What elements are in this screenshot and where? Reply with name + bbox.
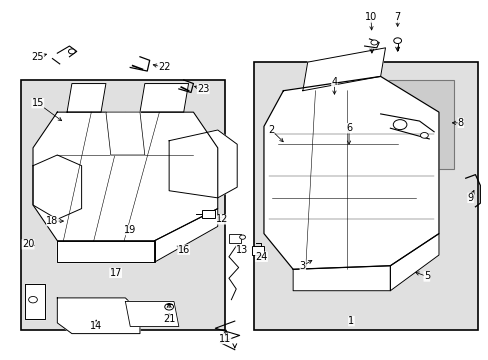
Text: 9: 9 xyxy=(467,193,473,203)
Polygon shape xyxy=(33,112,217,241)
Circle shape xyxy=(29,296,37,303)
Polygon shape xyxy=(106,112,144,155)
Text: 6: 6 xyxy=(346,123,351,133)
Bar xyxy=(252,246,264,255)
Text: 17: 17 xyxy=(109,268,122,278)
Circle shape xyxy=(393,38,401,44)
Bar xyxy=(202,210,215,218)
Text: 22: 22 xyxy=(158,63,170,72)
Polygon shape xyxy=(33,155,81,219)
Circle shape xyxy=(164,303,173,310)
Text: 5: 5 xyxy=(423,271,429,282)
Text: 7: 7 xyxy=(394,13,400,22)
Polygon shape xyxy=(25,284,45,319)
Text: 10: 10 xyxy=(364,13,376,22)
Text: 13: 13 xyxy=(236,245,248,255)
Circle shape xyxy=(370,40,377,45)
Bar xyxy=(21,80,224,330)
Text: 12: 12 xyxy=(216,214,228,224)
Polygon shape xyxy=(57,298,140,334)
Text: 11: 11 xyxy=(219,334,231,344)
Text: 8: 8 xyxy=(457,118,463,128)
Text: 24: 24 xyxy=(255,252,267,262)
Polygon shape xyxy=(67,84,106,112)
Text: 25: 25 xyxy=(32,52,44,62)
Bar xyxy=(228,234,241,243)
Text: 16: 16 xyxy=(177,245,189,255)
Bar xyxy=(356,80,453,169)
Bar xyxy=(254,62,477,330)
Polygon shape xyxy=(140,84,188,112)
Text: 4: 4 xyxy=(331,77,337,87)
Text: 2: 2 xyxy=(267,125,274,135)
Text: 14: 14 xyxy=(90,321,102,332)
Text: 23: 23 xyxy=(197,84,209,94)
Polygon shape xyxy=(169,130,237,198)
Text: 20: 20 xyxy=(22,239,34,249)
Text: 21: 21 xyxy=(163,314,175,324)
Polygon shape xyxy=(264,76,438,269)
Circle shape xyxy=(239,235,245,239)
Polygon shape xyxy=(302,48,385,91)
Text: 15: 15 xyxy=(32,98,44,108)
Polygon shape xyxy=(292,266,389,291)
Text: 3: 3 xyxy=(299,261,305,271)
Polygon shape xyxy=(57,241,154,262)
Circle shape xyxy=(68,49,75,54)
Polygon shape xyxy=(154,208,217,262)
Text: 1: 1 xyxy=(347,316,354,326)
Text: 18: 18 xyxy=(46,216,59,226)
Polygon shape xyxy=(125,301,179,327)
Text: 19: 19 xyxy=(124,225,136,235)
Circle shape xyxy=(420,132,427,138)
Polygon shape xyxy=(389,234,438,291)
Circle shape xyxy=(392,120,406,130)
